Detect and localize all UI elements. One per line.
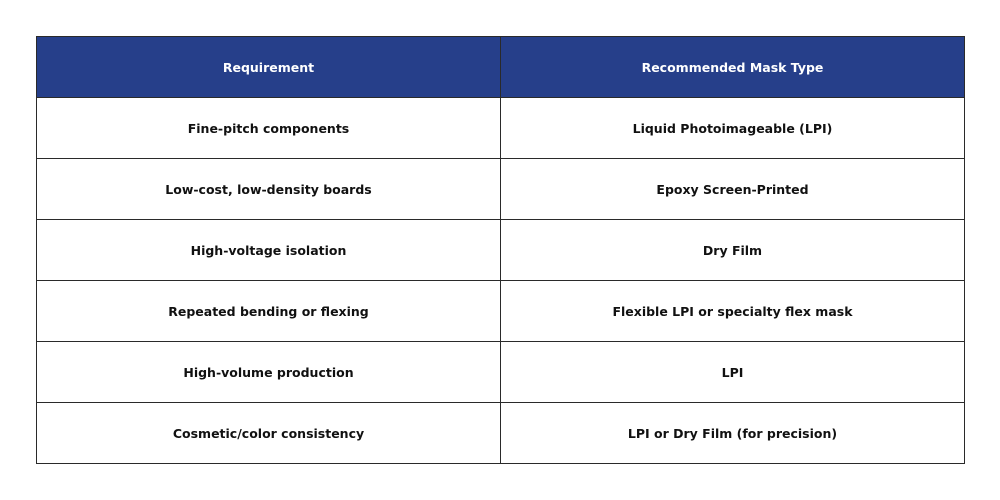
mask-type-cell: LPI or Dry Film (for precision): [500, 402, 965, 464]
header-recommended-mask-type: Recommended Mask Type: [500, 36, 965, 98]
header-requirement: Requirement: [36, 36, 501, 98]
requirement-cell: High-voltage isolation: [36, 219, 501, 281]
table-row: Cosmetic/color consistency LPI or Dry Fi…: [36, 402, 965, 464]
table-body: Fine-pitch components Liquid Photoimagea…: [36, 97, 965, 464]
requirement-cell: Cosmetic/color consistency: [36, 402, 501, 464]
mask-type-cell: Liquid Photoimageable (LPI): [500, 97, 965, 159]
requirement-cell: High-volume production: [36, 341, 501, 403]
header-row: Requirement Recommended Mask Type: [36, 36, 965, 98]
table-row: High-volume production LPI: [36, 341, 965, 403]
mask-type-cell: LPI: [500, 341, 965, 403]
table-header: Requirement Recommended Mask Type: [36, 36, 965, 98]
table-row: Fine-pitch components Liquid Photoimagea…: [36, 97, 965, 159]
table-row: Low-cost, low-density boards Epoxy Scree…: [36, 158, 965, 220]
mask-type-cell: Flexible LPI or specialty flex mask: [500, 280, 965, 342]
mask-type-table: Requirement Recommended Mask Type Fine-p…: [36, 36, 965, 464]
requirement-cell: Fine-pitch components: [36, 97, 501, 159]
mask-type-cell: Dry Film: [500, 219, 965, 281]
requirement-cell: Repeated bending or flexing: [36, 280, 501, 342]
requirement-cell: Low-cost, low-density boards: [36, 158, 501, 220]
table-row: High-voltage isolation Dry Film: [36, 219, 965, 281]
mask-type-cell: Epoxy Screen-Printed: [500, 158, 965, 220]
table-row: Repeated bending or flexing Flexible LPI…: [36, 280, 965, 342]
